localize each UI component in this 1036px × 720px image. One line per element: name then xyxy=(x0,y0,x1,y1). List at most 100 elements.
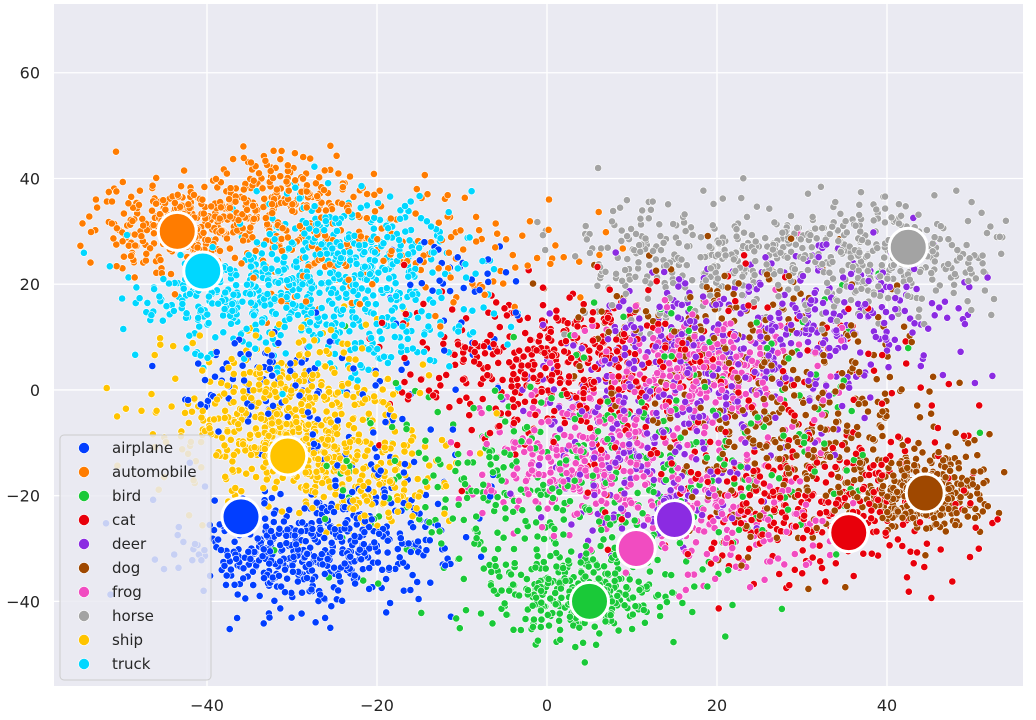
data-point-deer xyxy=(766,313,775,322)
data-point-automobile xyxy=(472,212,480,221)
data-point-cat xyxy=(531,410,540,419)
data-point-horse xyxy=(696,253,705,262)
data-point-automobile xyxy=(170,290,179,299)
data-point-deer xyxy=(882,308,890,316)
data-point-ship xyxy=(312,467,321,476)
data-point-automobile xyxy=(499,279,508,288)
data-point-dog xyxy=(971,504,980,513)
data-point-ship xyxy=(302,434,310,443)
data-point-horse xyxy=(949,288,958,297)
data-point-cat xyxy=(572,393,581,402)
data-point-truck xyxy=(315,288,324,297)
data-point-dog xyxy=(721,344,730,353)
data-point-dog xyxy=(936,511,945,520)
data-point-deer xyxy=(739,344,748,353)
data-point-truck xyxy=(251,344,260,353)
data-point-frog xyxy=(700,527,709,536)
data-point-ship xyxy=(386,405,395,414)
data-point-dog xyxy=(612,292,621,301)
data-point-cat xyxy=(530,397,539,406)
data-point-frog xyxy=(528,403,537,412)
data-point-truck xyxy=(467,187,476,196)
data-point-automobile xyxy=(127,192,136,201)
data-point-airplane xyxy=(386,599,394,607)
data-point-dog xyxy=(755,441,764,449)
data-point-cat xyxy=(781,513,790,522)
data-point-bird xyxy=(533,552,542,561)
data-point-airplane xyxy=(351,579,359,588)
data-point-cat xyxy=(539,283,547,292)
data-point-airplane xyxy=(260,499,269,508)
data-point-bird xyxy=(499,533,508,542)
data-point-truck xyxy=(220,305,229,313)
data-point-horse xyxy=(965,254,974,263)
data-point-dog xyxy=(929,372,937,381)
data-point-ship xyxy=(307,382,316,391)
data-point-ship xyxy=(321,362,330,371)
data-point-cat xyxy=(495,323,504,331)
data-point-airplane xyxy=(196,400,205,409)
data-point-frog xyxy=(770,498,778,507)
data-point-airplane xyxy=(230,339,239,348)
data-point-deer xyxy=(625,305,634,314)
data-point-horse xyxy=(645,261,654,269)
data-point-horse xyxy=(977,208,986,217)
data-point-airplane xyxy=(276,604,285,613)
data-point-deer xyxy=(651,432,660,441)
data-point-cat xyxy=(509,370,518,378)
data-point-cat xyxy=(502,311,511,320)
data-point-airplane xyxy=(428,286,437,295)
data-point-bird xyxy=(676,539,684,547)
data-point-cat xyxy=(878,399,886,408)
data-point-automobile xyxy=(200,182,209,191)
data-point-dog xyxy=(760,358,769,367)
data-point-airplane xyxy=(462,533,470,542)
data-point-truck xyxy=(369,224,378,233)
data-point-horse xyxy=(966,265,975,274)
data-point-cat xyxy=(462,393,471,402)
data-point-bird xyxy=(552,562,561,571)
data-point-horse xyxy=(930,191,939,200)
data-point-ship xyxy=(337,409,346,418)
data-point-automobile xyxy=(551,241,560,250)
data-point-cat xyxy=(465,411,474,420)
data-point-frog xyxy=(795,340,803,349)
data-point-bird xyxy=(359,576,368,585)
data-point-deer xyxy=(894,344,903,352)
data-point-frog xyxy=(810,416,819,424)
data-point-cat xyxy=(539,301,547,310)
data-point-horse xyxy=(930,257,939,266)
data-point-automobile xyxy=(120,252,128,261)
data-point-ship xyxy=(102,384,111,392)
data-point-truck xyxy=(391,279,400,288)
data-point-deer xyxy=(535,461,543,470)
data-point-horse xyxy=(649,247,657,255)
data-point-truck xyxy=(465,233,474,242)
data-point-truck xyxy=(229,290,238,299)
data-point-airplane xyxy=(283,525,292,534)
data-point-horse xyxy=(616,203,624,212)
data-point-cat xyxy=(617,515,626,524)
data-point-cat xyxy=(536,331,544,340)
data-point-airplane xyxy=(285,505,294,514)
data-point-cat xyxy=(478,395,487,403)
data-point-frog xyxy=(531,497,540,506)
data-point-truck xyxy=(182,344,191,353)
data-point-horse xyxy=(655,220,664,229)
data-point-airplane xyxy=(397,365,406,374)
data-point-horse xyxy=(881,218,889,227)
data-point-bird xyxy=(448,514,457,523)
data-point-dog xyxy=(874,313,883,322)
data-point-frog xyxy=(556,465,565,474)
data-point-truck xyxy=(317,279,326,288)
data-point-airplane xyxy=(239,564,248,573)
data-point-ship xyxy=(197,413,206,422)
data-point-airplane xyxy=(265,613,274,622)
data-point-automobile xyxy=(523,261,532,270)
data-point-cat xyxy=(552,313,561,322)
data-point-dog xyxy=(703,232,712,240)
data-point-deer xyxy=(660,268,669,276)
data-point-ship xyxy=(259,484,268,492)
data-point-bird xyxy=(596,542,605,550)
data-point-ship xyxy=(188,339,197,347)
